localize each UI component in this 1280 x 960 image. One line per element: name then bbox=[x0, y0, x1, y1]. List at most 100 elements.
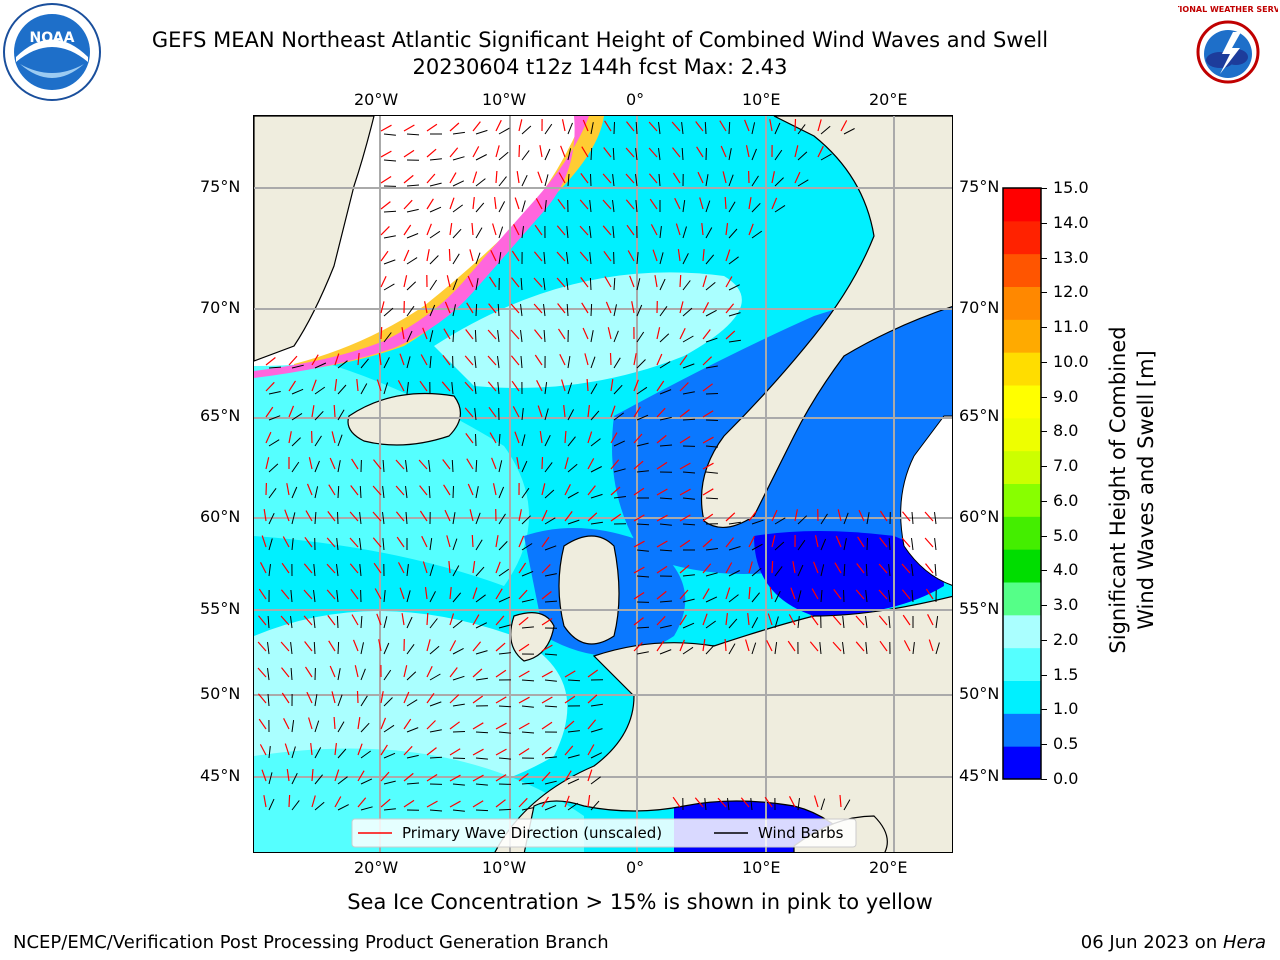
map-panel: Primary Wave Direction (unscaled) Wind B… bbox=[253, 115, 953, 853]
wind-barb bbox=[705, 200, 711, 213]
wind-barb bbox=[291, 772, 298, 785]
wind-barb bbox=[521, 679, 535, 682]
wave-direction-arrow bbox=[656, 640, 665, 652]
wave-direction-arrow bbox=[465, 329, 474, 340]
wave-direction-arrow bbox=[472, 774, 484, 782]
wave-direction-arrow bbox=[794, 145, 799, 158]
wave-direction-arrow bbox=[510, 329, 520, 340]
wind-barb bbox=[636, 359, 646, 369]
wind-barb bbox=[498, 252, 502, 265]
wind-barb bbox=[590, 800, 600, 811]
wind-barb bbox=[797, 798, 800, 811]
wind-barb bbox=[452, 204, 463, 213]
wind-barb bbox=[797, 539, 806, 551]
wave-direction-arrow bbox=[280, 615, 290, 626]
wave-direction-arrow bbox=[771, 171, 775, 184]
wave-direction-arrow bbox=[725, 587, 731, 600]
wave-direction-arrow bbox=[656, 407, 666, 418]
wave-direction-arrow bbox=[579, 225, 589, 236]
wave-direction-arrow bbox=[488, 303, 497, 314]
wave-direction-arrow bbox=[449, 721, 460, 730]
wind-barb bbox=[612, 174, 615, 187]
wave-direction-arrow bbox=[587, 795, 591, 808]
wind-barb bbox=[567, 802, 579, 811]
wind-barb bbox=[382, 486, 385, 499]
wave-direction-arrow bbox=[610, 379, 614, 392]
wave-direction-arrow bbox=[809, 641, 819, 652]
wave-direction-arrow bbox=[518, 696, 530, 704]
wind-barb bbox=[497, 382, 500, 395]
wind-barb bbox=[497, 330, 500, 343]
wind-barb bbox=[544, 489, 555, 499]
wave-direction-arrow bbox=[357, 717, 361, 730]
wave-direction-arrow bbox=[587, 669, 599, 678]
wave-direction-arrow bbox=[380, 201, 391, 210]
wave-direction-arrow bbox=[449, 640, 457, 652]
wave-direction-arrow bbox=[426, 198, 434, 210]
wind-barb bbox=[589, 200, 592, 213]
wave-direction-arrow bbox=[518, 144, 521, 158]
wind-barb bbox=[498, 541, 508, 551]
wave-direction-arrow bbox=[495, 615, 505, 626]
wind-barb bbox=[474, 408, 477, 421]
wind-barb bbox=[498, 513, 506, 525]
wave-direction-arrow bbox=[487, 329, 497, 340]
wind-barb bbox=[452, 565, 460, 577]
wind-barb bbox=[888, 590, 891, 603]
wave-direction-arrow bbox=[380, 301, 385, 314]
wave-direction-arrow bbox=[855, 641, 865, 652]
wind-barb bbox=[842, 642, 845, 655]
wind-barb bbox=[290, 589, 293, 603]
wind-barb bbox=[475, 227, 483, 239]
wave-direction-arrow bbox=[564, 670, 576, 678]
wave-direction-arrow bbox=[878, 589, 888, 600]
wind-barb bbox=[268, 512, 275, 525]
wave-direction-arrow bbox=[556, 251, 566, 262]
wind-barb bbox=[475, 677, 488, 681]
wind-barb bbox=[359, 485, 362, 499]
wind-barb bbox=[612, 147, 615, 161]
wind-barb bbox=[566, 278, 569, 291]
wind-barb bbox=[843, 538, 847, 551]
colorbar-label: Significant Height of Combined Wind Wave… bbox=[1106, 326, 1158, 653]
wind-barb bbox=[452, 675, 465, 681]
wind-barb bbox=[359, 512, 362, 525]
wave-direction-arrow bbox=[564, 484, 571, 496]
sea-ice-caption: Sea Ice Concentration > 15% is shown in … bbox=[347, 890, 933, 914]
wave-direction-arrow bbox=[357, 770, 365, 782]
wave-direction-arrow bbox=[288, 380, 297, 392]
wave-direction-arrow bbox=[422, 327, 428, 340]
wave-direction-arrow bbox=[472, 561, 476, 574]
wind-barb bbox=[337, 460, 341, 473]
wind-barb bbox=[291, 437, 301, 447]
wave-direction-arrow bbox=[518, 535, 525, 548]
wind-barb bbox=[520, 355, 523, 369]
colorbar-segment bbox=[1003, 582, 1041, 616]
wave-direction-arrow bbox=[633, 566, 645, 574]
wave-direction-arrow bbox=[418, 459, 428, 470]
lat-tick-right-55n: 55°N bbox=[959, 599, 1000, 618]
wind-barb bbox=[337, 641, 340, 655]
wave-direction-arrow bbox=[513, 224, 520, 236]
wave-direction-arrow bbox=[426, 223, 432, 236]
wind-barb bbox=[544, 653, 558, 656]
wave-direction-arrow bbox=[541, 509, 548, 522]
wind-barb bbox=[268, 488, 277, 499]
lon-tick-bottom-20w: 20°W bbox=[354, 858, 399, 877]
wind-barb bbox=[383, 133, 396, 136]
wind-barb bbox=[751, 202, 761, 213]
wave-direction-arrow bbox=[902, 511, 911, 522]
colorbar-segment bbox=[1003, 680, 1041, 714]
wave-direction-arrow bbox=[495, 748, 507, 756]
wave-direction-arrow bbox=[903, 640, 911, 652]
wave-direction-arrow bbox=[771, 509, 778, 522]
wave-direction-arrow bbox=[902, 614, 911, 626]
wind-barb bbox=[705, 572, 718, 577]
wind-barb bbox=[567, 679, 581, 682]
wave-direction-arrow bbox=[771, 560, 774, 574]
wind-barb bbox=[751, 543, 763, 551]
wind-barb bbox=[475, 566, 485, 577]
wave-direction-arrow bbox=[286, 483, 290, 496]
wind-barb bbox=[705, 393, 719, 395]
wind-barb bbox=[268, 391, 281, 395]
